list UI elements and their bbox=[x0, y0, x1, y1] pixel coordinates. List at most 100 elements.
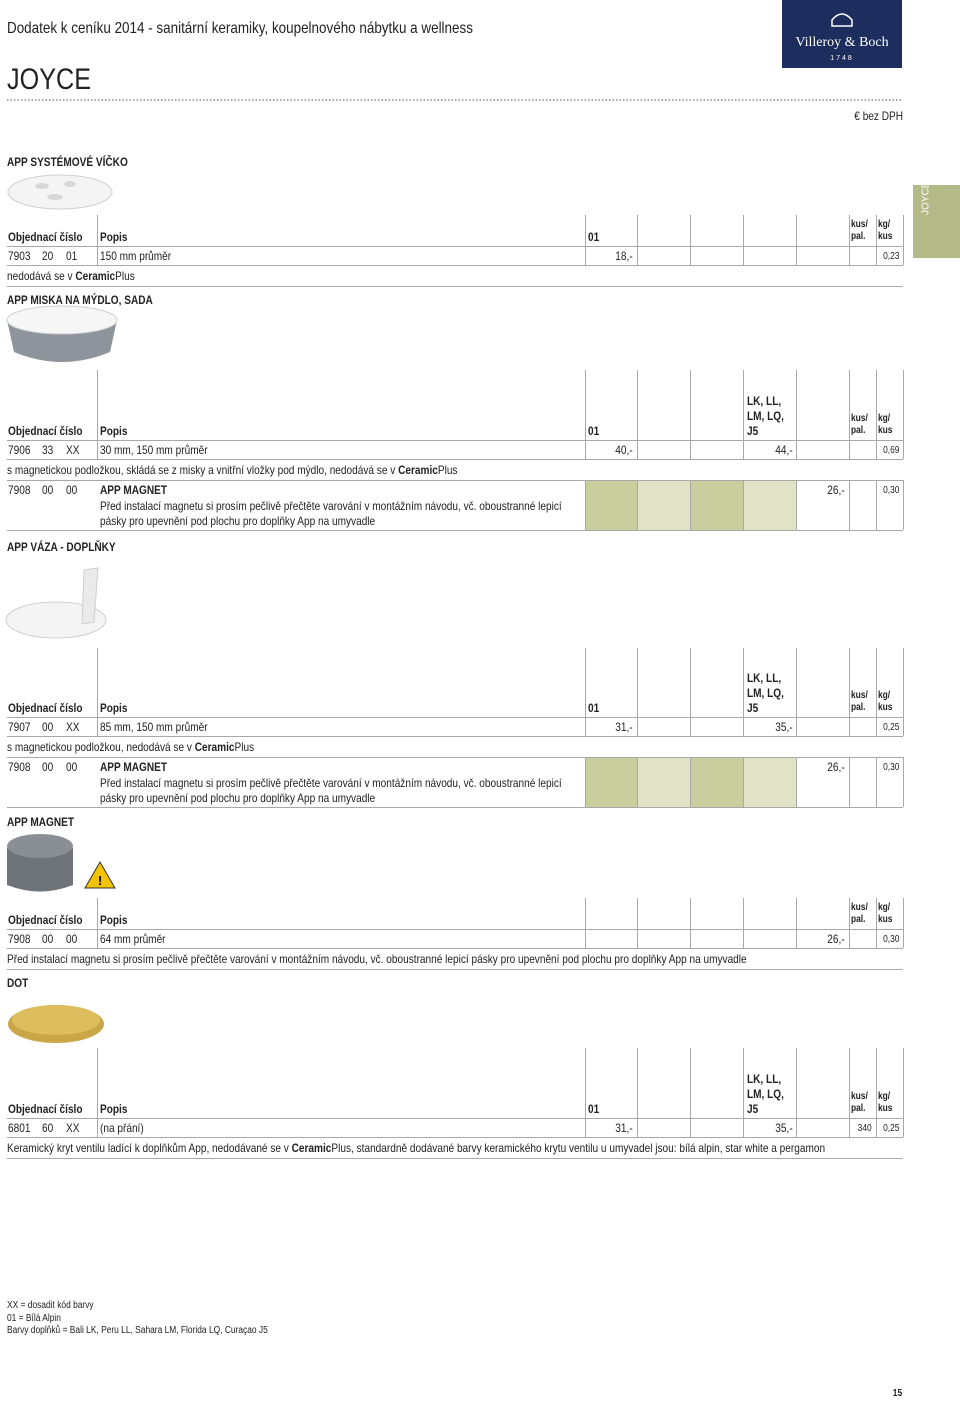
rule bbox=[585, 370, 586, 440]
rule bbox=[637, 757, 638, 807]
rule bbox=[903, 929, 904, 948]
column-header: kg/ bbox=[878, 219, 891, 230]
description-detail: Před instalací magnetu si prosím pečlivě… bbox=[100, 776, 562, 790]
rule bbox=[876, 648, 877, 717]
rule bbox=[796, 480, 797, 530]
rule bbox=[585, 898, 586, 929]
column-header: J5 bbox=[747, 424, 759, 438]
section-title: APP SYSTÉMOVÉ VÍČKO bbox=[7, 155, 128, 169]
column-header: 01 bbox=[588, 230, 600, 244]
note: s magnetickou podložkou, nedodává se v C… bbox=[7, 740, 254, 754]
rule bbox=[903, 717, 904, 736]
note-text: Keramický kryt ventilu ladící k doplňkům… bbox=[7, 1141, 292, 1155]
column-header: Objednací číslo bbox=[8, 701, 83, 715]
rule bbox=[876, 440, 877, 459]
rule bbox=[743, 757, 744, 807]
rule bbox=[7, 929, 903, 930]
footnote: Barvy doplňků = Bali LK, Peru LL, Sahara… bbox=[7, 1325, 268, 1336]
pieces-per-pallet: 340 bbox=[857, 1123, 872, 1134]
rule bbox=[7, 948, 903, 949]
column-header: kus/ bbox=[851, 690, 868, 701]
description: 85 mm, 150 mm průměr bbox=[100, 720, 208, 734]
order-code: 7908 bbox=[8, 760, 31, 774]
note-text: Před instalací magnetu si prosím pečlivě… bbox=[7, 952, 747, 966]
rule bbox=[637, 440, 638, 459]
color-cell bbox=[690, 758, 743, 807]
rule bbox=[637, 370, 638, 440]
note: s magnetickou podložkou, skládá se z mis… bbox=[7, 463, 457, 477]
rule bbox=[7, 530, 903, 531]
note-text: Plus bbox=[437, 463, 458, 477]
rule bbox=[796, 1048, 797, 1118]
rule bbox=[7, 969, 903, 970]
rule bbox=[743, 246, 744, 265]
rule bbox=[903, 648, 904, 717]
column-header: kus/ bbox=[851, 902, 868, 913]
note-text: s magnetickou podložkou, nedodává se v bbox=[7, 740, 195, 754]
column-header: J5 bbox=[747, 1102, 759, 1116]
order-code: 7903 bbox=[8, 249, 31, 263]
note: Keramický kryt ventilu ladící k doplňkům… bbox=[7, 1141, 825, 1155]
rule bbox=[876, 757, 877, 807]
price: 35,- bbox=[775, 1121, 793, 1135]
note-text: Plus, standardně dodávané barvy keramick… bbox=[331, 1141, 826, 1155]
note-text: Ceramic bbox=[291, 1141, 332, 1155]
order-code: 33 bbox=[42, 443, 54, 457]
side-tab bbox=[913, 185, 960, 258]
order-code: 7908 bbox=[8, 932, 31, 946]
rule bbox=[7, 480, 903, 481]
rule bbox=[849, 1118, 850, 1137]
rule bbox=[849, 215, 850, 246]
price: 26,- bbox=[827, 483, 845, 497]
rule bbox=[97, 215, 98, 246]
description: (na přání) bbox=[100, 1121, 144, 1135]
rule bbox=[690, 246, 691, 265]
description: 30 mm, 150 mm průměr bbox=[100, 443, 208, 457]
rule bbox=[7, 736, 903, 737]
column-header: kus/ bbox=[851, 413, 868, 424]
rule bbox=[7, 757, 903, 758]
page-title: Dodatek k ceníku 2014 - sanitární kerami… bbox=[7, 20, 473, 37]
rule bbox=[97, 1048, 98, 1118]
rule bbox=[876, 1048, 877, 1118]
rule bbox=[690, 898, 691, 929]
rule bbox=[903, 898, 904, 929]
column-header: kg/ bbox=[878, 902, 891, 913]
rule bbox=[849, 480, 850, 530]
weight: 0,30 bbox=[882, 934, 899, 945]
note-text: Ceramic bbox=[398, 463, 438, 477]
rule bbox=[97, 717, 98, 736]
rule bbox=[849, 717, 850, 736]
column-header: 01 bbox=[588, 1102, 600, 1116]
order-code: 00 bbox=[66, 932, 78, 946]
bowl-image bbox=[6, 305, 118, 362]
rule bbox=[97, 929, 98, 948]
rule bbox=[7, 1118, 903, 1119]
rule bbox=[876, 246, 877, 265]
rule bbox=[743, 480, 744, 530]
price: 31,- bbox=[615, 1121, 633, 1135]
weight: 0,23 bbox=[882, 251, 899, 262]
column-header: LM, LQ, bbox=[747, 1087, 784, 1101]
rule bbox=[743, 929, 744, 948]
description-detail: pásky pro upevnění pod plochu pro doplňk… bbox=[100, 514, 376, 528]
column-header: 01 bbox=[588, 424, 600, 438]
rule bbox=[903, 1118, 904, 1137]
rule bbox=[849, 898, 850, 929]
note-text: Ceramic bbox=[194, 740, 235, 754]
rule bbox=[585, 648, 586, 717]
rule bbox=[903, 757, 904, 807]
order-code: 00 bbox=[66, 483, 78, 497]
column-header: LK, LL, bbox=[747, 394, 782, 408]
weight: 0,69 bbox=[882, 445, 899, 456]
rule bbox=[876, 717, 877, 736]
rule bbox=[876, 1118, 877, 1137]
rule bbox=[796, 246, 797, 265]
rule bbox=[7, 265, 903, 266]
lid-image bbox=[7, 174, 113, 210]
rule bbox=[585, 246, 586, 265]
section-title: APP MAGNET bbox=[7, 815, 75, 829]
color-cell bbox=[690, 481, 743, 530]
rule bbox=[585, 215, 586, 246]
